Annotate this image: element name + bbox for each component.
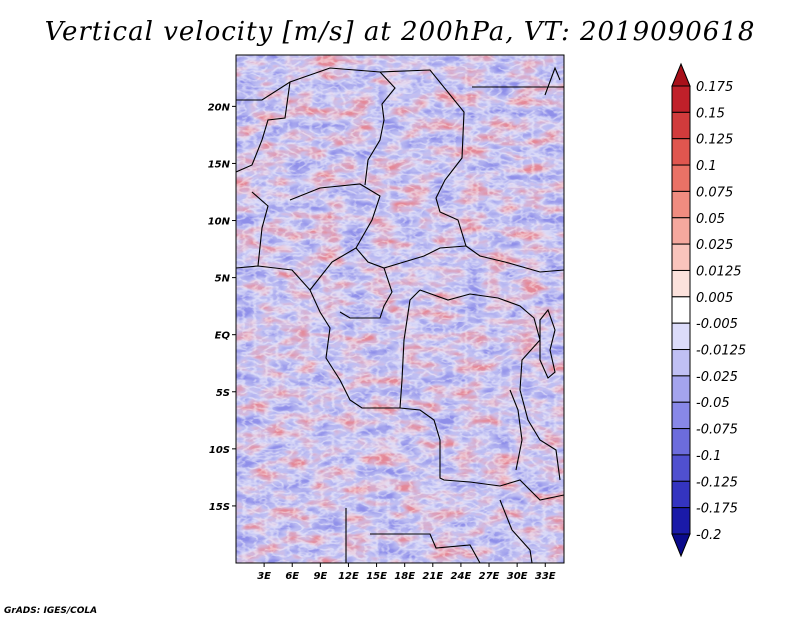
colorbar-label: -0.005: [696, 317, 738, 332]
plot-area: [236, 55, 564, 563]
colorbar-swatch: [671, 190, 691, 219]
colorbar-swatch: [671, 217, 691, 245]
colorbar-label: 0.125: [696, 133, 733, 148]
y-tick-label: 20N: [208, 102, 231, 113]
y-tick-label: 15N: [208, 159, 231, 170]
colorbar-label: 0.15: [696, 106, 725, 121]
colorbar-swatch: [671, 164, 691, 192]
colorbar-swatch: [671, 85, 691, 113]
colorbar-swatch: [671, 375, 691, 403]
colorbar-label: 0.05: [696, 212, 725, 227]
grads-credit: GrADS: IGES/COLA: [4, 606, 97, 616]
colorbar-cap-bottom: [671, 533, 691, 558]
colorbar-swatch: [671, 428, 691, 456]
x-tick-label: 12E: [338, 571, 359, 582]
colorbar-label: -0.2: [696, 528, 721, 543]
x-tick-label: 24E: [451, 571, 472, 582]
colorbar-label: -0.075: [696, 423, 738, 438]
colorbar-cap-top: [671, 62, 691, 87]
x-tick-label: 3E: [257, 571, 271, 582]
x-tick-label: 6E: [285, 571, 299, 582]
plot-frame: [235, 54, 565, 564]
colorbar-label: -0.1: [696, 449, 721, 464]
x-tick-label: 18E: [394, 571, 415, 582]
colorbar-swatch: [671, 454, 691, 482]
colorbar-label: 0.075: [696, 185, 733, 200]
y-axis: 20N 15N 10N 5N EQ 5S 10S 15S: [208, 102, 236, 513]
colorbar-swatch: [671, 296, 691, 324]
colorbar-label: -0.0125: [696, 344, 746, 359]
x-tick-label: 9E: [313, 571, 327, 582]
colorbar-label: -0.125: [696, 475, 738, 490]
y-tick-label: 10S: [209, 445, 230, 456]
colorbar-label: 0.025: [696, 238, 733, 253]
x-tick-label: 30E: [507, 571, 528, 582]
x-tick-label: 33E: [535, 571, 556, 582]
x-tick-label: 21E: [422, 571, 443, 582]
colorbar-swatch: [671, 507, 691, 535]
colorbar-swatch: [671, 401, 691, 430]
y-tick-label: 15S: [209, 502, 230, 513]
x-axis: 3E 6E 9E 12E 15E 18E 21E 24E 27E 30E 33E: [257, 563, 556, 582]
y-tick-label: 10N: [208, 217, 231, 228]
colorbar-swatch: [671, 322, 691, 351]
colorbar-label: -0.025: [696, 370, 738, 385]
x-tick-label: 27E: [479, 571, 500, 582]
colorbar-swatch: [671, 111, 691, 140]
colorbar-swatch: [671, 480, 691, 509]
colorbar-swatch: [671, 269, 691, 298]
chart-title: Vertical velocity [m/s] at 200hPa, VT: 2…: [45, 17, 756, 47]
colorbar-swatch: [671, 138, 691, 166]
y-tick-label: 5N: [215, 274, 231, 285]
colorbar-label: 0.175: [696, 80, 733, 95]
colorbar-swatch: [671, 349, 691, 377]
colorbar-swatch: [671, 243, 691, 271]
velocity-field-detail: [236, 55, 564, 563]
colorbar: 0.175 0.15 0.125 0.1 0.075 0.05 0.025 0.0125 0.0…: [671, 62, 746, 558]
y-tick-label: 5S: [216, 388, 230, 399]
colorbar-label: -0.05: [696, 396, 730, 411]
colorbar-label: -0.175: [696, 502, 738, 517]
country-borders: [236, 66, 564, 563]
colorbar-label: 0.0125: [696, 264, 742, 279]
y-tick-label: EQ: [215, 331, 231, 342]
colorbar-label: 0.1: [696, 159, 717, 174]
colorbar-label: 0.005: [696, 291, 733, 306]
x-tick-label: 15E: [366, 571, 387, 582]
